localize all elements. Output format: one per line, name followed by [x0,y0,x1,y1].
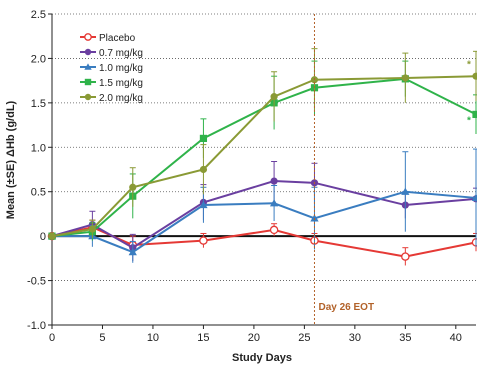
eot-annotation: Day 26 EOT [318,302,374,313]
legend-marker-0-7-mg-kg [84,48,92,56]
legend-marker-placebo [84,33,92,41]
annotations: Day 26 EOT * * [313,14,471,325]
y-tick-label: 0.5 [31,187,46,199]
legend-marker-1-0-mg-kg [84,63,92,70]
series-line-placebo [51,226,477,258]
data-point-2-0-mg-kg [199,165,208,174]
x-tick-label: 15 [197,332,209,344]
data-point-2-0-mg-kg [129,183,137,191]
series-1-0-mg-kg [47,148,477,263]
data-point-2-0-mg-kg [401,74,409,82]
data-point-1-0-mg-kg [128,247,137,256]
legend-item-1-5-mg-kg: 1.5 mg/kg [80,78,143,89]
y-tick-label: 1.0 [31,142,46,154]
legend-marker-1-5-mg-kg [84,78,92,86]
legend-label-0-7-mg-kg: 0.7 mg/kg [99,48,143,59]
x-tick-label: 0 [49,332,55,344]
x-tick-label: 5 [99,332,105,344]
data-point-1-5-mg-kg [472,110,477,119]
data-point-1-0-mg-kg [471,193,477,202]
data-point-1-0-mg-kg [199,200,208,209]
significance-asterisk: * [467,59,471,70]
legend-item-placebo: Placebo [80,33,136,44]
x-tick-label: 30 [349,332,361,344]
data-point-2-0-mg-kg [270,93,278,101]
axes: -1.0 -0.5 0 0.5 1.0 1.5 2.0 2.5 0 5 10 15 20 25 30 35 40 [27,9,476,344]
y-tick-label: 2.0 [31,53,46,65]
data-point-placebo [199,236,208,245]
data-series [47,48,477,266]
series-0-7-mg-kg [48,161,477,262]
data-point-placebo [401,252,410,261]
series-line-1-5-mg-kg [51,77,477,238]
y-tick-label: -0.5 [27,276,46,288]
significance-asterisk: * [467,115,471,126]
series-2-0-mg-kg [48,48,477,240]
data-point-2-0-mg-kg [472,72,477,80]
y-tick-label: -1.0 [27,320,46,332]
x-tick-label: 40 [450,332,462,344]
series-line-0-7-mg-kg [51,180,477,249]
data-point-1-0-mg-kg [269,199,279,207]
data-point-1-0-mg-kg [310,214,319,222]
y-tick-label: 1.5 [31,98,46,110]
x-tick-label: 25 [298,332,310,344]
y-axis-title: Mean (±SE) ΔHb (g/dL) [5,100,17,219]
series-placebo [47,219,477,266]
legend: Placebo 0.7 mg/kg 1.0 mg/kg 1.5 mg/kg 2.0 mg… [80,33,143,104]
legend-marker-2-0-mg-kg [84,93,92,101]
legend-label-1-0-mg-kg: 1.0 mg/kg [99,63,143,74]
x-axis-title: Study Days [232,352,292,364]
data-point-2-0-mg-kg [88,225,96,233]
legend-label-2-0-mg-kg: 2.0 mg/kg [99,93,143,104]
x-tick-label: 35 [399,332,411,344]
y-tick-label: 2.5 [31,9,46,21]
data-point-1-5-mg-kg [199,134,208,142]
series-line-2-0-mg-kg [51,75,477,238]
y-tick-label: 0 [40,231,46,243]
legend-label-placebo: Placebo [99,33,136,44]
data-point-placebo [269,225,279,235]
data-point-1-0-mg-kg [401,187,410,195]
legend-label-1-5-mg-kg: 1.5 mg/kg [99,78,143,89]
data-point-2-0-mg-kg [48,232,56,240]
data-point-0-7-mg-kg [270,177,278,185]
x-tick-label: 10 [147,332,159,344]
x-tick-label: 20 [248,332,260,344]
legend-item-2-0-mg-kg: 2.0 mg/kg [80,93,143,104]
series-line-1-0-mg-kg [52,190,477,254]
legend-item-0-7-mg-kg: 0.7 mg/kg [80,48,143,59]
legend-item-1-0-mg-kg: 1.0 mg/kg [80,63,143,74]
